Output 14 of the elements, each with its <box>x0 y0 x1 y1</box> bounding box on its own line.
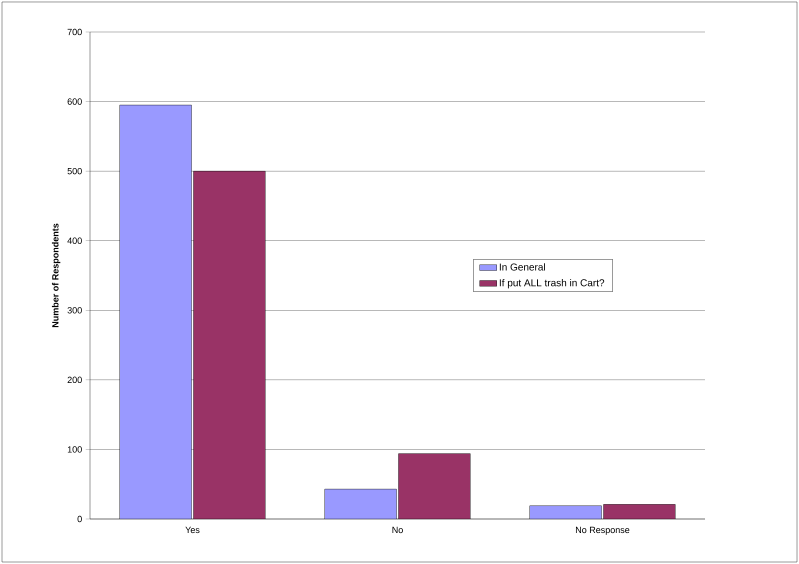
y-tick-label: 100 <box>68 446 82 453</box>
y-tick-label: 300 <box>68 307 82 314</box>
legend-label: If put ALL trash in Cart? <box>500 278 604 288</box>
x-tick-label: No Response <box>576 526 630 535</box>
y-tick-label: 0 <box>78 516 82 522</box>
x-tick-label: No <box>392 526 403 534</box>
legend-label: In General <box>500 263 545 271</box>
x-tick-label: Yes <box>185 526 200 534</box>
y-tick-label: 500 <box>68 168 82 174</box>
y-tick-label: 400 <box>67 238 82 244</box>
y-axis-title: Number of Respondents <box>52 224 60 328</box>
y-tick-label: 200 <box>68 376 82 384</box>
y-tick-label: 600 <box>68 98 82 105</box>
y-tick-label: 700 <box>68 28 82 36</box>
